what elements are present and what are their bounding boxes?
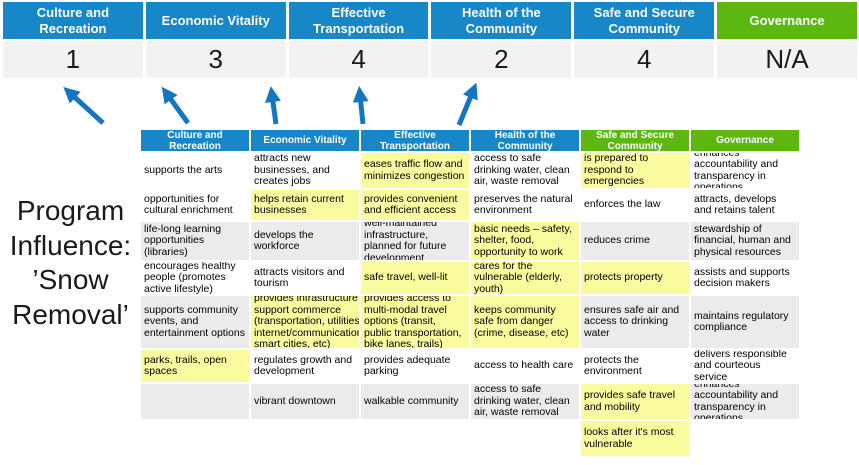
matrix-cell bbox=[691, 421, 801, 458]
matrix-cell: looks after it's most vulnerable bbox=[581, 421, 691, 458]
summary-header-culture-and-recreation: Culture and Recreation bbox=[3, 2, 143, 39]
matrix-cell: enhances accountability and transparency… bbox=[691, 384, 801, 421]
matrix-cell bbox=[361, 421, 471, 458]
matrix-cell: eases traffic flow and minimizes congest… bbox=[361, 153, 471, 190]
matrix-cell: cares for the vulnerable (elderly, youth… bbox=[471, 262, 581, 296]
matrix-header-effective-transportation: Effective Transportation bbox=[361, 130, 471, 153]
matrix-cell: maintains regulatory compliance bbox=[691, 296, 801, 350]
matrix-cell: delivers responsible and courteous servi… bbox=[691, 350, 801, 384]
matrix-cell: develops the workforce bbox=[251, 222, 361, 262]
summary-score-row: 1 3 4 2 4 N/A bbox=[3, 41, 857, 78]
matrix-cell: access to safe drinking water, clean air… bbox=[471, 153, 581, 190]
matrix-cell: enforces the law bbox=[581, 190, 691, 222]
summary-score-effective-transportation: 4 bbox=[288, 41, 429, 78]
matrix-cell: well-maintained infrastructure, planned … bbox=[361, 222, 471, 262]
matrix-cell: enhances accountability and transparency… bbox=[691, 153, 801, 190]
matrix-cell: walkable community bbox=[361, 384, 471, 421]
summary-score-governance: N/A bbox=[717, 41, 857, 78]
matrix-cell: protects the environment bbox=[581, 350, 691, 384]
matrix-cell: supports the arts bbox=[141, 153, 251, 190]
matrix-cell: is prepared to respond to emergencies bbox=[581, 153, 691, 190]
matrix-header-governance: Governance bbox=[691, 130, 801, 153]
summary-header-effective-transportation: Effective Transportation bbox=[288, 2, 429, 39]
matrix-cell: attracts, develops and retains talent bbox=[691, 190, 801, 222]
matrix-cell: regulates growth and development bbox=[251, 350, 361, 384]
matrix-cell: keeps community safe from danger (crime,… bbox=[471, 296, 581, 350]
matrix-header-health-of-the-community: Health of the Community bbox=[471, 130, 581, 153]
summary-header-row: Culture and Recreation Economic Vitality E… bbox=[3, 2, 857, 39]
matrix-cell: encourages healthy people (promotes acti… bbox=[141, 262, 251, 296]
matrix-cell: attracts new businesses, and creates job… bbox=[251, 153, 361, 190]
matrix-cell: protects property bbox=[581, 262, 691, 296]
matrix-cell: access to health care bbox=[471, 350, 581, 384]
matrix-cell: supports community events, and entertain… bbox=[141, 296, 251, 350]
matrix-cell: reduces crime bbox=[581, 222, 691, 262]
up-arrow-icon bbox=[352, 86, 369, 125]
up-arrow-icon bbox=[63, 86, 105, 125]
matrix-cell: provides access to multi-modal travel op… bbox=[361, 296, 471, 350]
summary-score-culture-and-recreation: 1 bbox=[3, 41, 143, 78]
matrix-cell: attracts visitors and tourism bbox=[251, 262, 361, 296]
matrix-cell: provides infrastructure to support comme… bbox=[251, 296, 361, 350]
matrix-cell: parks, trails, open spaces bbox=[141, 350, 251, 384]
summary-score-economic-vitality: 3 bbox=[145, 41, 286, 78]
matrix-cell: provides adequate parking bbox=[361, 350, 471, 384]
summary-header-governance: Governance bbox=[717, 2, 857, 39]
summary-header-safe-and-secure-community: Safe and Secure Community bbox=[574, 2, 715, 39]
matrix-cell: basic needs – safety, shelter, food, opp… bbox=[471, 222, 581, 262]
matrix-cell: safe travel, well-lit bbox=[361, 262, 471, 296]
matrix-cell: provides convenient and efficient access bbox=[361, 190, 471, 222]
matrix-cell bbox=[141, 421, 251, 458]
matrix-cell: opportunities for cultural enrichment bbox=[141, 190, 251, 222]
matrix-cell: provides safe travel and mobility bbox=[581, 384, 691, 421]
up-arrow-icon bbox=[265, 86, 281, 125]
matrix-cell bbox=[251, 421, 361, 458]
matrix-cell: ensures safe air and access to drinking … bbox=[581, 296, 691, 350]
program-influence-label: Program Influence: ’Snow Removal’ bbox=[9, 195, 132, 331]
matrix-header-economic-vitality: Economic Vitality bbox=[251, 130, 361, 153]
summary-score-health-of-the-community: 2 bbox=[431, 41, 572, 78]
matrix-cell: helps retain current businesses bbox=[251, 190, 361, 222]
up-arrow-icon bbox=[456, 82, 478, 126]
influence-arrows bbox=[63, 82, 478, 126]
matrix-header-safe-and-secure-community: Safe and Secure Community bbox=[581, 130, 691, 153]
matrix-cell: preserves the natural environment bbox=[471, 190, 581, 222]
matrix-cell: life-long learning opportunities (librar… bbox=[141, 222, 251, 262]
matrix-cell: assists and supports decision makers bbox=[691, 262, 801, 296]
summary-header-economic-vitality: Economic Vitality bbox=[145, 2, 286, 39]
matrix-cell: vibrant downtown bbox=[251, 384, 361, 421]
up-arrow-icon bbox=[161, 86, 191, 125]
matrix-cell: stewardship of financial, human and phys… bbox=[691, 222, 801, 262]
summary-header-health-of-the-community: Health of the Community bbox=[431, 2, 572, 39]
summary-score-safe-and-secure-community: 4 bbox=[574, 41, 715, 78]
matrix-cell: access to safe drinking water, clean air… bbox=[471, 384, 581, 421]
matrix-header-culture-and-recreation: Culture and Recreation bbox=[141, 130, 251, 153]
influence-matrix: Culture and Recreation Economic Vitality E… bbox=[141, 130, 801, 458]
matrix-cell bbox=[471, 421, 581, 458]
matrix-cell bbox=[141, 384, 251, 421]
